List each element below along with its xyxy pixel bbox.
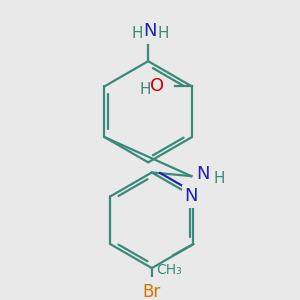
Text: O: O (150, 76, 164, 94)
Text: Br: Br (143, 283, 161, 300)
Text: CH₃: CH₃ (157, 262, 182, 277)
Text: N: N (196, 165, 209, 183)
Text: H: H (131, 26, 143, 41)
Text: H: H (139, 82, 151, 97)
Text: H: H (157, 26, 169, 41)
Text: N: N (185, 188, 198, 206)
Text: N: N (143, 22, 157, 40)
Text: H: H (214, 171, 225, 186)
